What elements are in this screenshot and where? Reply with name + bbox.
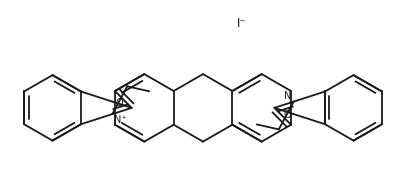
Text: O: O (115, 98, 123, 108)
Text: O: O (282, 110, 290, 120)
Text: N⁺: N⁺ (114, 115, 127, 125)
Text: N: N (284, 91, 291, 101)
Text: I⁻: I⁻ (236, 17, 246, 30)
